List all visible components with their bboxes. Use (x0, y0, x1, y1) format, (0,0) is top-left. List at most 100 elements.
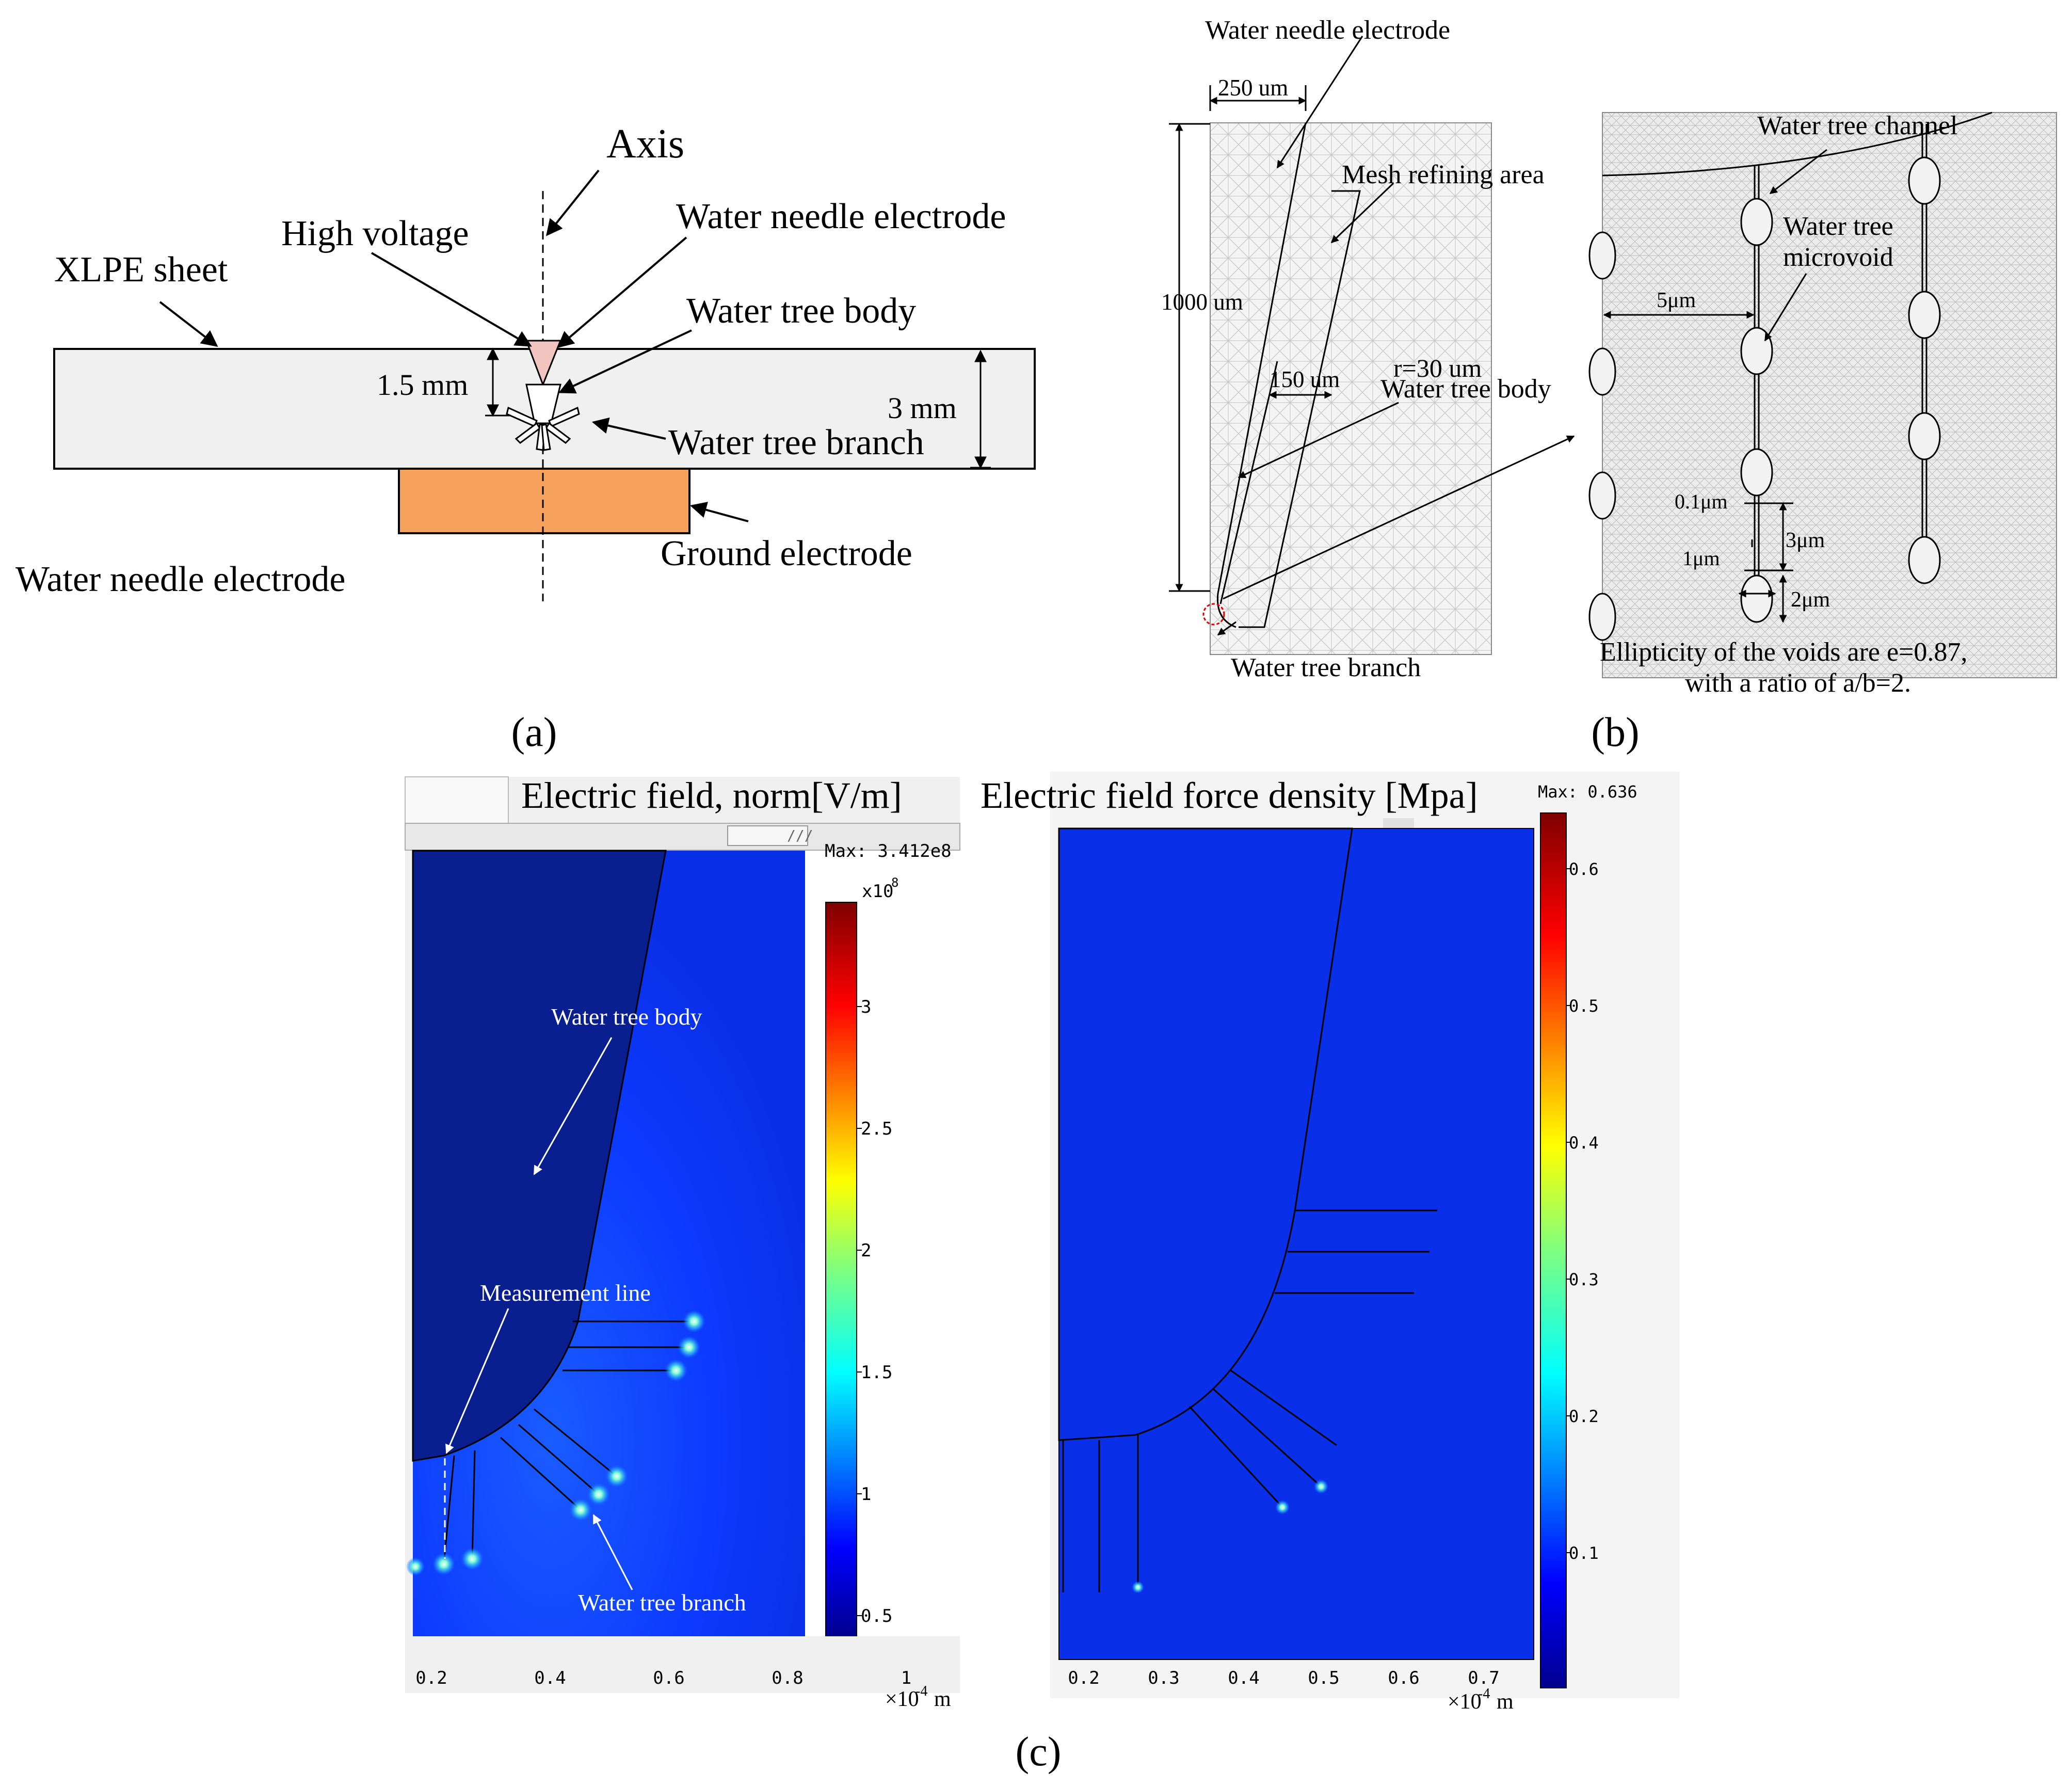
caption-b: (b) (1591, 710, 1639, 755)
label-dim-3: 3 mm (888, 391, 957, 425)
c-left-max: Max: 3.412e8 (825, 841, 952, 861)
label-dim-1-5: 1.5 mm (377, 368, 468, 402)
c-right-cbar-tick-5: 0.1 (1569, 1543, 1599, 1563)
label-xlpe: XLPE sheet (54, 250, 228, 290)
label-high-voltage: High voltage (281, 214, 469, 253)
b-label-2um: 2μm (1791, 588, 1830, 612)
c-left-colorbar-ticks: 3 2.5 2 1.5 1 0.5 (857, 997, 892, 1626)
tree-body-outline (1219, 361, 1278, 604)
c-left-cbar-tick-1: 2.5 (861, 1119, 892, 1139)
c-right-cbar-tick-2: 0.4 (1569, 1133, 1599, 1153)
arrow-tree-branch (591, 417, 666, 440)
zoom-circle (1202, 603, 1225, 626)
svg-text:///: /// (787, 827, 813, 844)
caption-a: (a) (511, 710, 557, 755)
c-right-cbar-tick-4: 0.2 (1569, 1407, 1599, 1426)
water-tree-branches (506, 406, 580, 451)
b-label-0-1um: 0.1μm (1675, 490, 1728, 513)
c-right-xunit-power: -4 (1478, 1686, 1490, 1702)
caption-c: (c) (1016, 1729, 1062, 1775)
c-left-exp: x10 (862, 881, 893, 902)
c-left-ann-measure: Measurement line (480, 1280, 651, 1306)
b-label-1um: 1μm (1682, 547, 1720, 570)
mesh-left (1210, 122, 1492, 655)
arrow-ground (689, 502, 749, 522)
ground-electrode-rect (398, 468, 690, 534)
c-right-xtick-4: 0.6 (1388, 1668, 1419, 1688)
c-right-colorbar (1540, 812, 1567, 1688)
label-tree-body: Water tree body (686, 291, 916, 331)
arrow-high-voltage (371, 252, 532, 347)
label-tree-branch: Water tree branch (668, 423, 924, 462)
c-left-xtick-4: 1 (901, 1668, 911, 1688)
c-left-hotspots (406, 1310, 705, 1576)
needle-electrode-shape (525, 340, 562, 387)
panel-a: Axis High voltage Water needle electrode… (15, 121, 1036, 755)
label-needle-bottom: Water needle electrode (15, 560, 346, 599)
c-right-xtick-2: 0.4 (1228, 1668, 1259, 1688)
label-ground: Ground electrode (661, 534, 912, 573)
c-right-xtick-0: 0.2 (1068, 1668, 1099, 1688)
b-label-r: r=30 um (1393, 354, 1482, 382)
c-left-cbar-tick-5: 0.5 (861, 1606, 892, 1626)
panel-b: Water needle electrode 250 um 1000 um Me… (1161, 15, 2057, 755)
arrow-needle-top (557, 236, 687, 348)
c-right-branches (1062, 1209, 1437, 1592)
arrow-axis (546, 169, 600, 236)
b-label-ellipticity-2: with a ratio of a/b=2. (1685, 668, 1911, 698)
c-left-xunit-power: -4 (915, 1683, 927, 1699)
c-right-body (1058, 827, 1353, 1441)
c-right-xtick-3: 0.5 (1308, 1668, 1339, 1688)
b-label-250: 250 um (1218, 75, 1288, 101)
c-left-colorbar (825, 902, 857, 1637)
b-label-3um: 3μm (1786, 529, 1825, 552)
c-left-xtick-0: 0.2 (415, 1668, 447, 1688)
panel-c-right: Electric field force density [Mpa] Max: … (981, 772, 1680, 1714)
b-label-1000: 1000 um (1161, 289, 1243, 315)
c-left-cbar-tick-3: 1.5 (861, 1362, 892, 1383)
c-left-cbar-tick-0: 3 (861, 997, 871, 1017)
b-label-microvoid-2: microvoid (1783, 243, 1893, 272)
c-left-x-ticks: 0.2 0.4 0.6 0.8 1 (415, 1668, 911, 1688)
b-label-microvoid-1: Water tree (1783, 212, 1893, 241)
b-label-150: 150 um (1270, 366, 1340, 392)
mesh-refining-outline (1239, 190, 1361, 628)
c-left-xunit: ×10 (885, 1687, 919, 1711)
c-right-cbar-tick-1: 0.5 (1569, 996, 1599, 1016)
c-left-ann-branch: Water tree branch (578, 1589, 746, 1616)
channels (1588, 124, 1941, 641)
c-right-cbar-tick-3: 0.3 (1569, 1270, 1599, 1289)
c-left-title: Electric field, norm[V/m] (521, 775, 902, 816)
panel-c-left: /// Electric field, norm[V/m] (405, 775, 960, 1711)
b-label-branch: Water tree branch (1231, 653, 1421, 682)
label-needle-top: Water needle electrode (676, 197, 1006, 236)
c-right-xtick-1: 0.3 (1148, 1668, 1179, 1688)
c-right-x-ticks: 0.2 0.3 0.4 0.5 0.6 0.7 (1068, 1668, 1499, 1688)
c-right-max: Max: 0.636 (1538, 782, 1637, 802)
arrow-xlpe (159, 301, 218, 347)
b-label-ellipticity-1: Ellipticity of the voids are e=0.87, (1600, 637, 1967, 667)
c-right-xunit: ×10 (1448, 1690, 1482, 1714)
mesh-right (1602, 112, 2057, 678)
b-label-body: Water tree body (1380, 374, 1551, 404)
c-left-cbar-tick-4: 1 (861, 1484, 871, 1505)
c-right-cbar-tick-0: 0.6 (1569, 859, 1599, 879)
c-right-xtick-5: 0.7 (1468, 1668, 1499, 1688)
label-axis: Axis (606, 121, 684, 167)
b-label-5um: 5μm (1657, 289, 1696, 312)
c-left-cbar-tick-2: 2 (861, 1240, 871, 1261)
c-right-title: Electric field force density [Mpa] (981, 775, 1478, 816)
b-label-mesh: Mesh refining area (1342, 160, 1545, 189)
c-left-ann-body: Water tree body (551, 1003, 702, 1030)
b-label-channel: Water tree channel (1757, 111, 1957, 140)
arrow-tree-body (558, 329, 692, 394)
b-label-needle: Water needle electrode (1205, 15, 1450, 45)
c-left-xtick-1: 0.4 (534, 1668, 566, 1688)
c-left-xunit-suffix: m (934, 1687, 951, 1711)
c-right-colorbar-ticks: 0.6 0.5 0.4 0.3 0.2 0.1 (1566, 859, 1599, 1563)
c-left-exp-power: 8 (891, 875, 898, 890)
c-right-xunit-suffix: m (1497, 1690, 1514, 1714)
c-left-xtick-3: 0.8 (772, 1668, 803, 1688)
c-left-xtick-2: 0.6 (653, 1668, 684, 1688)
